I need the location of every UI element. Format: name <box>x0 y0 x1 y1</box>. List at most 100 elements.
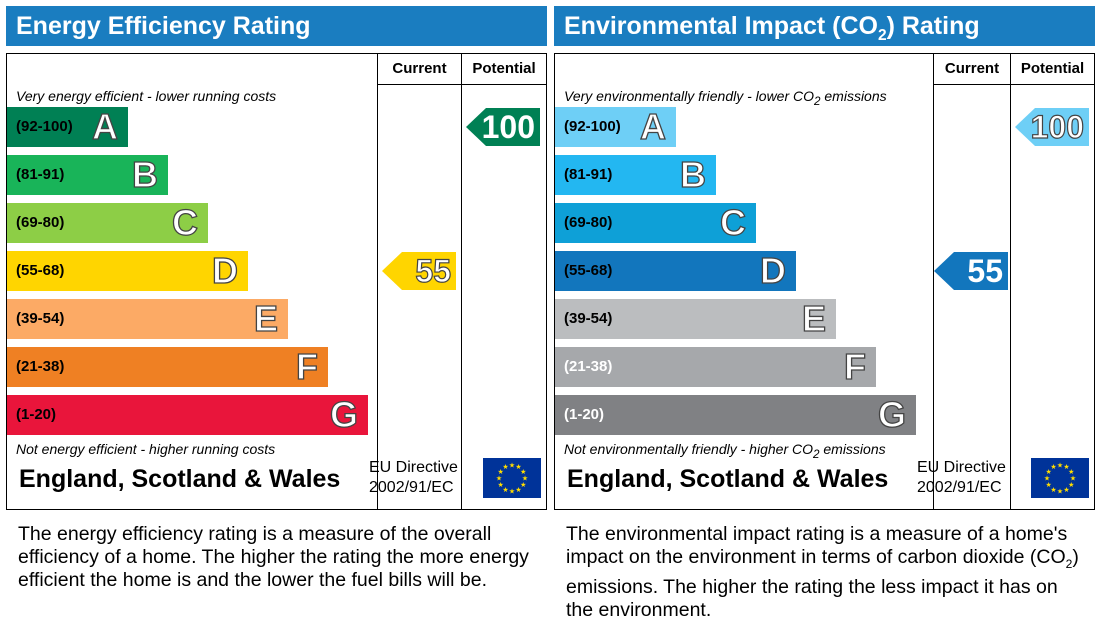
eu-star-icon: ★ <box>1068 468 1074 476</box>
eu-star-icon: ★ <box>1050 463 1056 471</box>
rating-chart: Current Potential Very environmentally f… <box>554 53 1095 510</box>
band-a: (92-100) A <box>7 106 128 147</box>
eu-directive-line: EU Directive <box>369 459 458 476</box>
eu-flag-icon: ★ ★ ★ ★ ★ ★ ★ ★ ★ ★ ★ ★ <box>483 458 541 498</box>
band-e: (39-54) E <box>555 298 836 339</box>
band-letter: C <box>719 202 746 243</box>
eu-star-icon: ★ <box>520 468 526 476</box>
band-range-label: (21-38) <box>16 358 65 375</box>
band-c: (69-80) C <box>7 202 208 243</box>
energy-description: The energy efficiency rating is a measur… <box>18 523 529 591</box>
eu-star-icon: ★ <box>1050 486 1056 494</box>
band-b: (81-91) B <box>7 154 168 195</box>
eu-star-icon: ★ <box>1070 475 1076 483</box>
description-text: The environmental impact rating is a mea… <box>566 523 1068 568</box>
eu-star-icon: ★ <box>509 462 515 470</box>
band-range-label: (1-20) <box>16 406 57 423</box>
band-range-label: (81-91) <box>564 166 613 183</box>
band-letter: B <box>131 154 158 195</box>
column-header-potential: Potential <box>1020 60 1085 77</box>
eu-star-icon: ★ <box>1063 486 1069 494</box>
band-range-label: (69-80) <box>564 214 613 231</box>
column-divider <box>461 54 462 509</box>
current-rating-value: 55 <box>967 253 1003 289</box>
eu-star-icon: ★ <box>496 475 502 483</box>
eu-star-icon: ★ <box>1063 463 1069 471</box>
chart-title: Energy Efficiency Rating <box>6 6 547 46</box>
arrow-shape <box>466 108 540 146</box>
title-text: Environmental Impact (CO <box>564 12 878 40</box>
eu-star-icon: ★ <box>515 463 521 471</box>
band-c: (69-80) C <box>555 202 756 243</box>
potential-rating-value: 100 <box>481 109 535 145</box>
band-d: (55-68) D <box>555 250 796 291</box>
eu-star-icon: ★ <box>1057 462 1063 470</box>
band-a: (92-100) A <box>555 106 676 147</box>
eu-star-icon: ★ <box>1068 481 1074 489</box>
eu-star-icon: ★ <box>509 488 515 496</box>
eu-directive: EU Directive 2002/91/EC <box>369 458 458 498</box>
band-range-label: (21-38) <box>564 358 613 375</box>
eu-star-icon: ★ <box>498 468 504 476</box>
note-text: Not environmentally friendly - higher CO <box>564 441 813 457</box>
column-divider <box>1010 54 1011 509</box>
current-rating-value: 55 <box>415 252 452 289</box>
footer-divider <box>555 509 1094 510</box>
note-text: emissions <box>820 88 887 104</box>
band-range-label: (69-80) <box>16 214 65 231</box>
column-divider <box>933 54 934 509</box>
band-letter: A <box>639 106 666 147</box>
band-b: (81-91) B <box>555 154 716 195</box>
band-f: (21-38) F <box>7 346 328 387</box>
column-header-current: Current <box>392 60 447 77</box>
band-range-label: (1-20) <box>564 406 605 423</box>
band-letter: G <box>877 394 906 435</box>
current-rating-arrow: 55 <box>934 252 1008 290</box>
title-subscript: 2 <box>877 27 887 44</box>
potential-rating-value: 100 <box>1030 108 1085 145</box>
description-subscript: 2 <box>1065 556 1073 571</box>
chart-title: Environmental Impact (CO2) Rating <box>554 6 1095 46</box>
environmental-description: The environmental impact rating is a mea… <box>566 523 1086 622</box>
footer-region: England, Scotland & Wales <box>567 465 889 493</box>
arrow-shape <box>1015 108 1089 146</box>
band-range-label: (39-54) <box>16 310 65 327</box>
band-range-label: (92-100) <box>564 118 621 135</box>
band-letter: D <box>759 250 786 291</box>
eu-directive-line: 2002/91/EC <box>917 479 1002 496</box>
band-f: (21-38) F <box>555 346 876 387</box>
band-letter: F <box>295 346 318 387</box>
top-note: Very environmentally friendly - lower CO… <box>564 88 887 108</box>
eu-star-icon: ★ <box>502 486 508 494</box>
band-range-label: (81-91) <box>16 166 65 183</box>
eu-directive-line: EU Directive <box>917 459 1006 476</box>
potential-rating-arrow: 100 <box>466 108 540 146</box>
band-letter: G <box>329 394 358 435</box>
bottom-note: Not environmentally friendly - higher CO… <box>564 441 886 461</box>
header-divider <box>933 84 1095 85</box>
band-range-label: (55-68) <box>564 262 613 279</box>
note-subscript: 2 <box>813 447 820 461</box>
footer-divider <box>7 509 546 510</box>
eu-star-icon: ★ <box>1057 488 1063 496</box>
eu-star-icon: ★ <box>1046 468 1052 476</box>
eu-directive-line: 2002/91/EC <box>369 479 454 496</box>
description-text: ) emissions. The higher the rating the l… <box>566 546 1079 621</box>
band-range-label: (55-68) <box>16 262 65 279</box>
band-g: (1-20) G <box>555 394 916 435</box>
eu-star-icon: ★ <box>1046 481 1052 489</box>
band-letter: E <box>253 298 278 339</box>
current-rating-arrow: 55 <box>382 252 456 290</box>
rating-chart: Current Potential Very energy efficient … <box>6 53 547 510</box>
eu-star-icon: ★ <box>498 481 504 489</box>
column-divider <box>377 54 378 509</box>
note-text: emissions <box>819 441 886 457</box>
energy-rating-panel: Energy Efficiency Rating Current Potenti… <box>6 6 547 510</box>
eu-star-icon: ★ <box>1044 475 1050 483</box>
bottom-note: Not energy efficient - higher running co… <box>16 441 276 457</box>
eu-star-icon: ★ <box>522 475 528 483</box>
band-letter: C <box>171 202 198 243</box>
header-divider <box>377 84 547 85</box>
arrow-shape <box>382 252 456 290</box>
band-letter: A <box>91 106 118 147</box>
